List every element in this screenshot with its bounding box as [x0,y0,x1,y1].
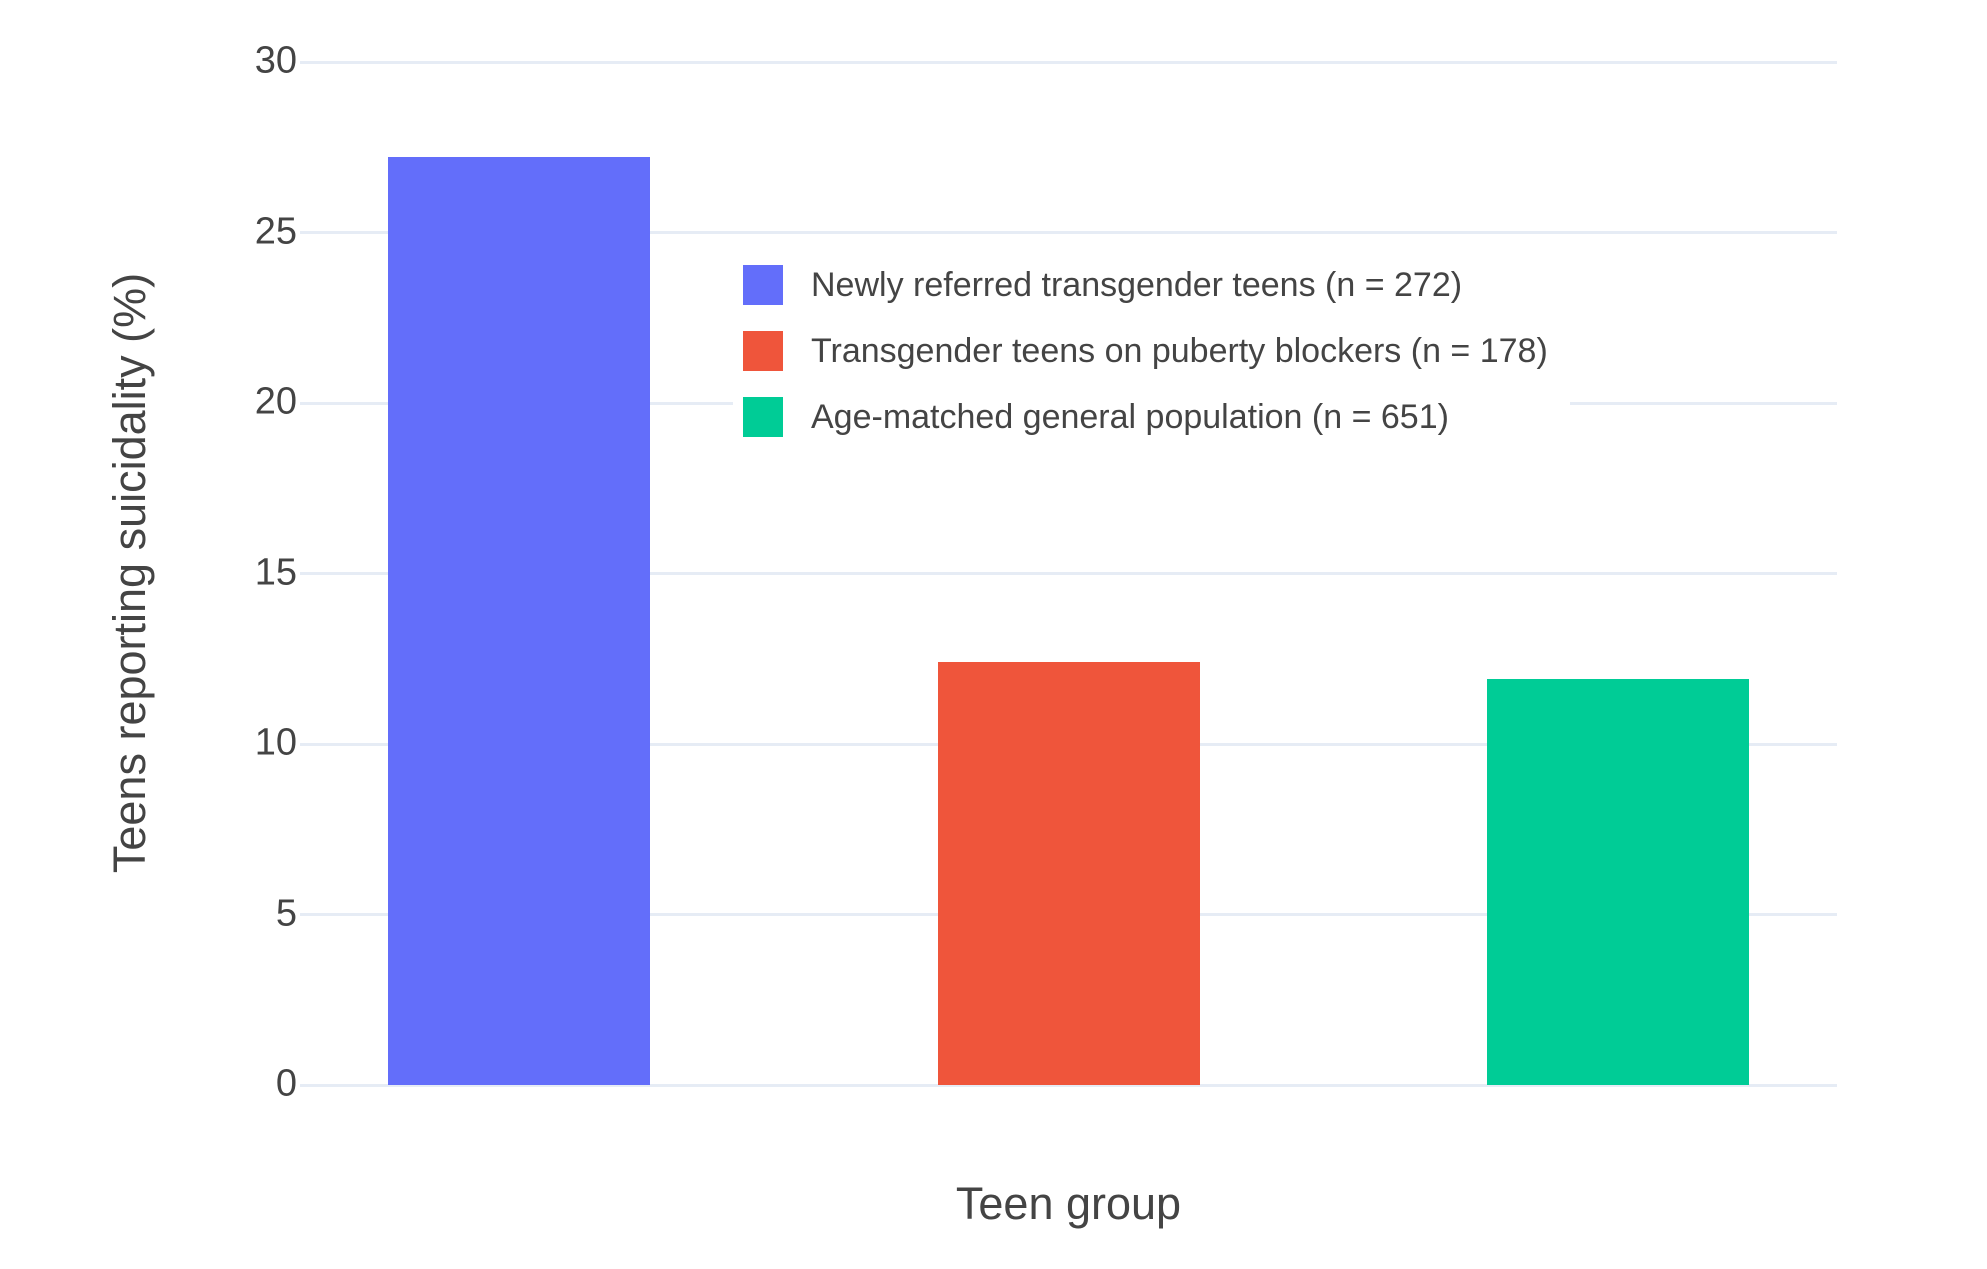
gridline-y-25 [300,231,1837,234]
gridline-y-0 [300,1083,1837,1087]
bar-newly-referred-transgender-teens[interactable] [388,157,650,1085]
y-tick-label-20: 20 [254,380,297,423]
y-axis-title: Teens reporting suicidality (%) [104,272,155,874]
legend-swatch-blue [743,265,783,305]
y-tick-label-30: 30 [254,39,297,82]
legend-item-newly-referred[interactable]: Newly referred transgender teens (n = 27… [743,252,1548,318]
legend-item-general-population[interactable]: Age-matched general population (n = 651) [743,384,1548,450]
gridline-y-30 [300,60,1837,64]
legend-label: Transgender teens on puberty blockers (n… [811,331,1548,370]
bar-age-matched-general-population[interactable] [1487,679,1749,1085]
y-tick-label-5: 5 [275,892,297,935]
y-tick-label-0: 0 [275,1062,297,1105]
y-tick-label-15: 15 [254,551,297,594]
legend-swatch-red [743,331,783,371]
bar-transgender-teens-on-puberty-blockers[interactable] [938,662,1200,1085]
legend-swatch-green [743,397,783,437]
legend: Newly referred transgender teens (n = 27… [733,252,1570,450]
legend-label: Age-matched general population (n = 651) [811,397,1449,436]
y-tick-label-10: 10 [254,721,297,764]
y-tick-label-25: 25 [254,210,297,253]
x-axis-title: Teen group [955,1178,1182,1229]
gridline-y-15 [300,572,1837,575]
legend-item-puberty-blockers[interactable]: Transgender teens on puberty blockers (n… [743,318,1548,384]
legend-label: Newly referred transgender teens (n = 27… [811,265,1463,304]
